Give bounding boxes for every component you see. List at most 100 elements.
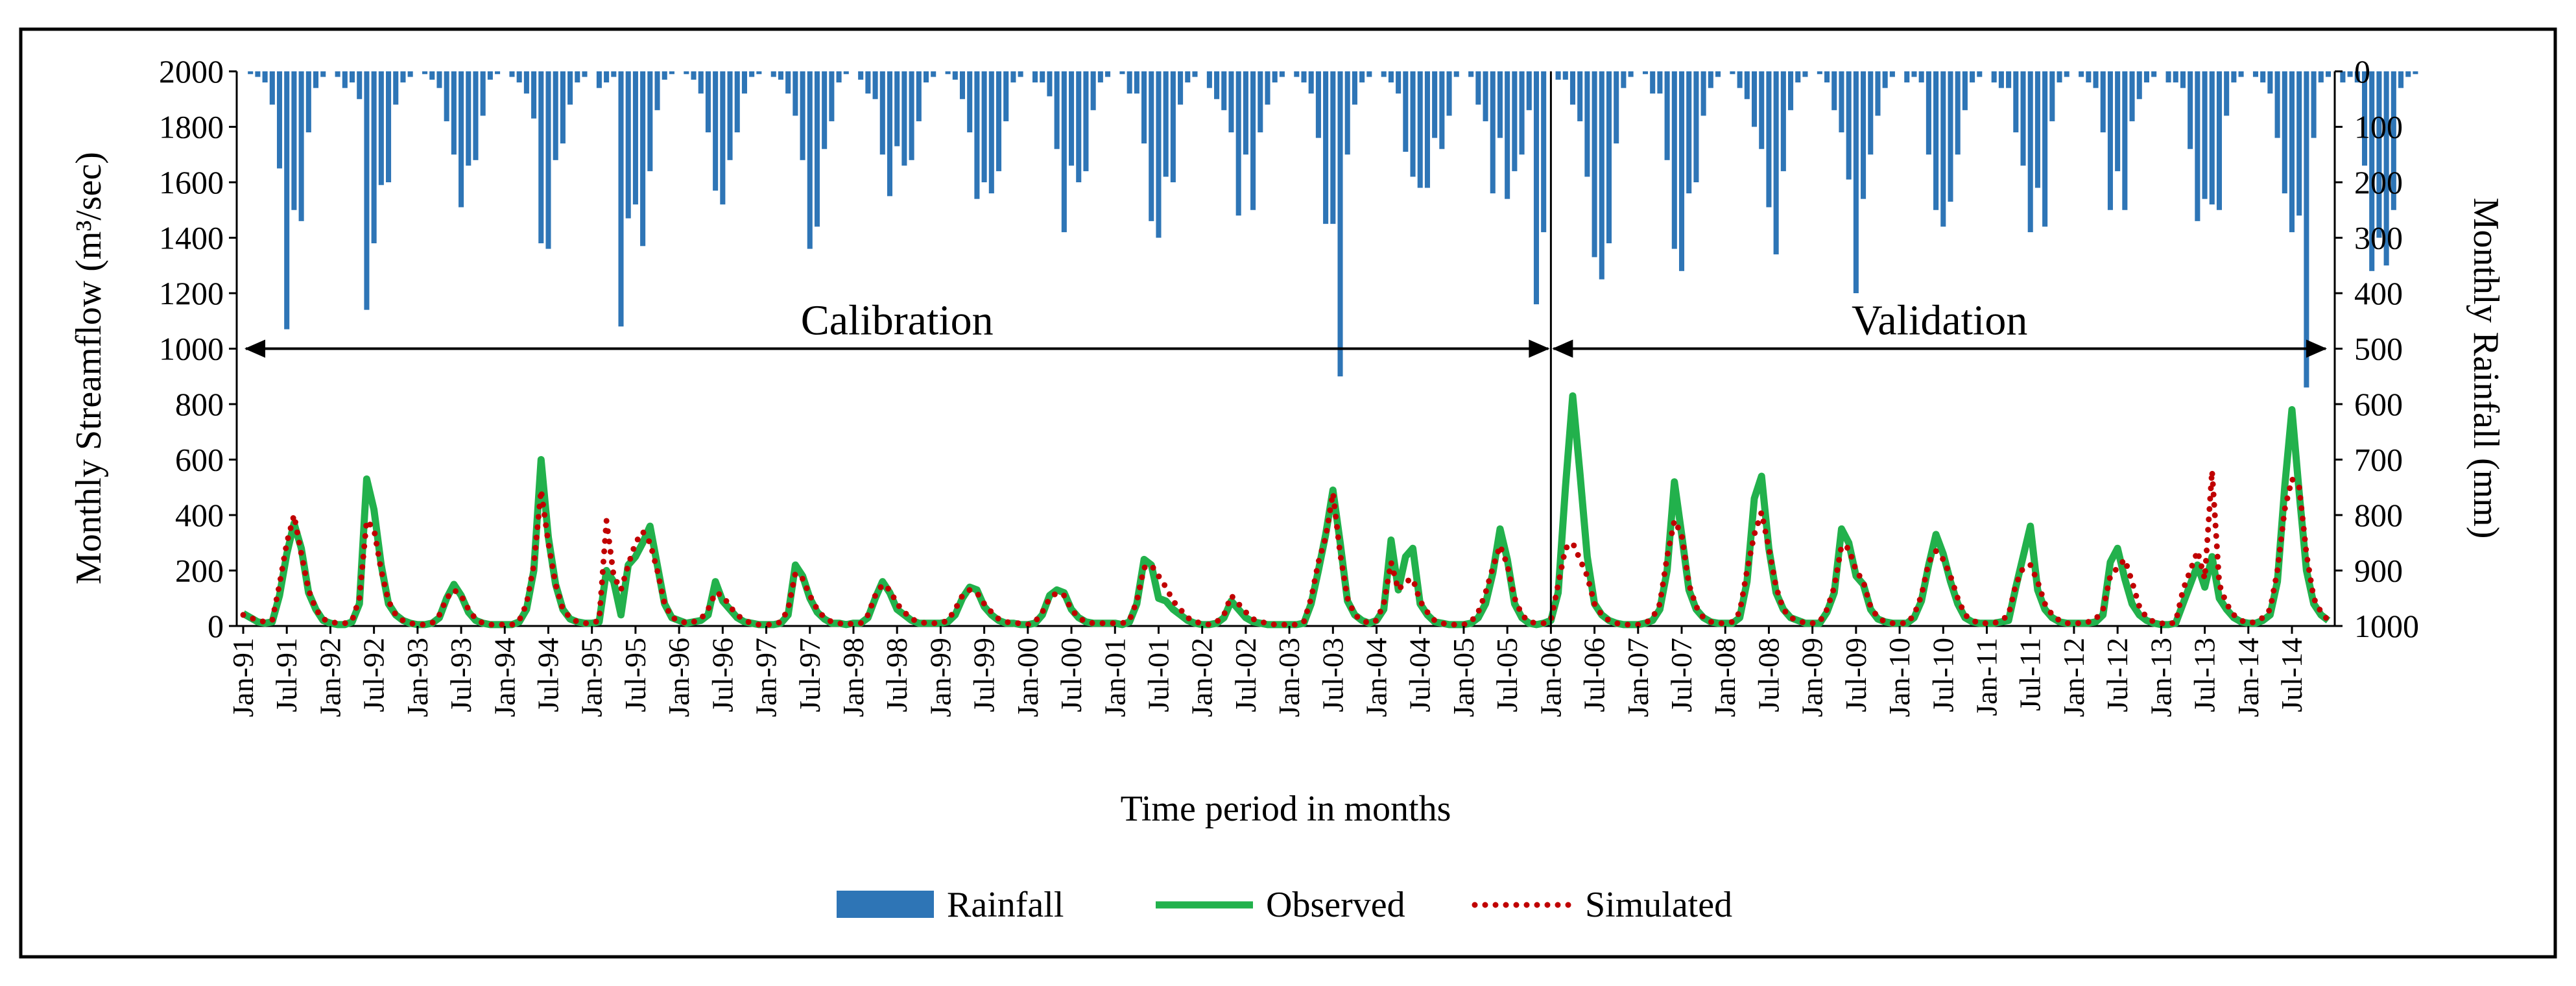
- x-tick-label: Jul-91: [270, 638, 303, 712]
- rainfall-bar: [1621, 71, 1627, 88]
- rainfall-bar: [996, 71, 1002, 171]
- rainfall-bar: [567, 71, 573, 105]
- rainfall-bar: [1388, 71, 1394, 83]
- rainfall-bar: [2209, 71, 2215, 205]
- rainfall-bar: [2057, 71, 2062, 83]
- rainfall-bar: [1846, 71, 1852, 180]
- rainfall-bar: [596, 71, 602, 88]
- x-tick-label: Jul-10: [1926, 638, 1959, 712]
- left-tick-label: 1000: [159, 331, 224, 367]
- rainfall-bar: [487, 71, 493, 80]
- rainfall-bar: [2260, 71, 2266, 83]
- rainfall-bar: [320, 71, 326, 77]
- rainfall-bar: [2282, 71, 2287, 194]
- rainfall-bar: [313, 71, 319, 88]
- rainfall-bar: [284, 71, 290, 330]
- rainfall-bar: [1294, 71, 1300, 77]
- right-tick-label: 300: [2354, 220, 2403, 256]
- x-tick-label: Jul-11: [2014, 638, 2047, 711]
- rainfall-bar: [1650, 71, 1656, 94]
- rainfall-bar: [2318, 71, 2324, 83]
- rainfall-bar: [436, 71, 442, 88]
- rainfall-bar: [1490, 71, 1496, 194]
- rainfall-bar: [1468, 71, 1474, 77]
- rainfall-bar: [2034, 71, 2040, 188]
- rainfall-bar: [1040, 71, 1045, 83]
- rainfall-bar: [1417, 71, 1423, 188]
- rainfall-bar: [429, 71, 435, 80]
- rainfall-bar: [1599, 71, 1604, 280]
- left-tick-label: 2000: [159, 53, 224, 90]
- rainfall-bar: [734, 71, 740, 133]
- legend-item: Simulated: [1472, 885, 1732, 925]
- rainfall-bar: [800, 71, 805, 160]
- rainfall-bar: [923, 71, 929, 83]
- rainfall-bar: [2340, 71, 2346, 83]
- rainfall-bar: [2354, 71, 2360, 83]
- rainfall-bar: [451, 71, 457, 155]
- x-axis-title: Time period in months: [1121, 789, 1451, 829]
- rainfall-bar: [531, 71, 537, 119]
- rainfall-bar: [2006, 71, 2012, 88]
- rainfall-bar: [2391, 71, 2396, 210]
- rainfall-bar: [611, 71, 617, 77]
- rainfall-bar: [945, 71, 951, 75]
- right-tick-label: 1000: [2354, 608, 2419, 644]
- rainfall-bar: [2151, 71, 2157, 77]
- rainfall-bar: [691, 71, 697, 80]
- simulated-line: [240, 470, 2332, 628]
- rainfall-bar: [698, 71, 704, 94]
- rainfall-bar: [1752, 71, 1758, 127]
- rainfall-bar: [2020, 71, 2026, 166]
- arrow-head-left: [244, 339, 265, 358]
- rainfall-bar: [1773, 71, 1779, 255]
- rainfall-bar: [669, 71, 674, 75]
- rainfall-bar: [720, 71, 726, 205]
- rainfall-bar: [1744, 71, 1750, 99]
- rainfall-bar: [2027, 71, 2033, 232]
- rainfall-bar: [2413, 71, 2418, 75]
- rainfall-bar: [2100, 71, 2106, 133]
- x-tick-label: Jan-13: [2144, 638, 2177, 717]
- rainfall-bar: [335, 71, 340, 77]
- rainfall-bar: [2188, 71, 2193, 149]
- rainfall-bar: [2180, 71, 2186, 88]
- x-tick-label: Jan-02: [1186, 638, 1219, 717]
- rainfall-bar: [2347, 71, 2353, 77]
- rainfall-bar: [1889, 71, 1895, 77]
- rainfall-bar: [2311, 71, 2317, 138]
- rainfall-bar: [553, 71, 558, 160]
- rainfall-bar: [1678, 71, 1685, 271]
- rainfall-bar: [1657, 71, 1663, 94]
- rainfall-bar: [1955, 71, 1961, 155]
- rainfall-bar: [916, 71, 922, 121]
- rainfall-bar: [378, 71, 384, 186]
- rainfall-bar: [1970, 71, 1975, 83]
- rainfall-bar: [400, 71, 406, 83]
- x-tick-label: Jul-97: [793, 638, 826, 712]
- rainfall-bar: [516, 71, 522, 83]
- rainfall-bar: [967, 71, 973, 133]
- rainfall-bar: [618, 71, 624, 327]
- rainfall-bar: [459, 71, 464, 208]
- x-tick-label: Jan-14: [2232, 638, 2265, 717]
- x-tick-label: Jan-97: [750, 638, 783, 717]
- rainfall-bar: [1396, 71, 1401, 94]
- rainfall-bar: [1918, 71, 1924, 83]
- rainfall-bar: [1555, 71, 1561, 80]
- rainfall-bar: [1904, 71, 1910, 83]
- rainfall-bar: [2304, 71, 2309, 388]
- rainfall-bar: [865, 71, 871, 94]
- rainfall-bar: [444, 71, 449, 121]
- rainfall-bar: [793, 71, 798, 116]
- left-tick-label: 1400: [159, 220, 224, 256]
- rainfall-bar: [2216, 71, 2223, 210]
- rainfall-bar: [981, 71, 987, 182]
- rainfall-bar: [480, 71, 486, 116]
- rainfall-bar: [1533, 71, 1540, 305]
- arrow-head-right: [2306, 339, 2327, 358]
- legend-label: Observed: [1266, 885, 1405, 925]
- rainfall-bar: [1526, 71, 1532, 110]
- rainfall-bar: [1737, 71, 1743, 88]
- x-tick-label: Jul-94: [531, 638, 564, 712]
